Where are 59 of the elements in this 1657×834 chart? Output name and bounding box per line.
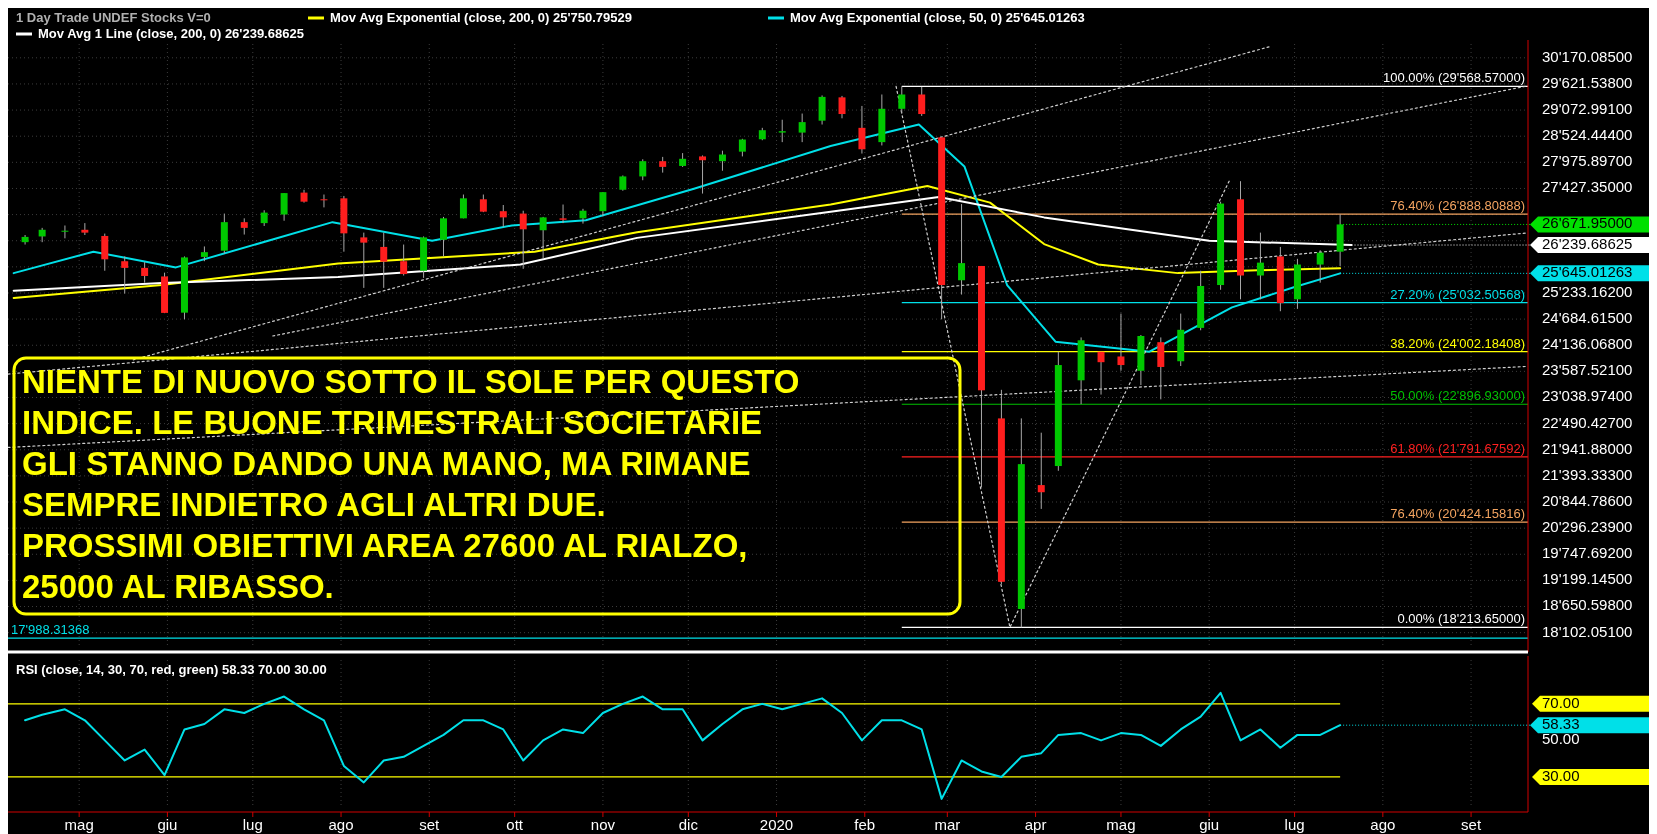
y-tick-label: 21'393.33300 xyxy=(1542,465,1633,483)
y-tick-label: 30.00 xyxy=(1542,766,1580,784)
ref-line-label: 50.00% (22'896.93000) xyxy=(1390,388,1525,404)
y-tick-label: 28'524.44400 xyxy=(1542,126,1633,144)
y-tick-label: 19'747.69200 xyxy=(1542,544,1633,562)
y-tick-label: 24'136.06800 xyxy=(1542,335,1633,353)
legend-label: Mov Avg 1 Line (close, 200, 0) 26'239.68625 xyxy=(38,26,304,41)
x-tick-label: ago xyxy=(1370,816,1396,833)
y-tick-label: 50.00 xyxy=(1542,730,1580,748)
x-tick-label: ago xyxy=(328,816,354,833)
x-tick-label: mag xyxy=(1106,816,1136,833)
x-tick-label: set xyxy=(419,816,441,833)
y-tick-label: 27'975.89700 xyxy=(1542,152,1633,170)
x-tick-label: nov xyxy=(590,816,616,833)
x-tick-label: set xyxy=(1461,816,1482,833)
x-tick-label: feb xyxy=(854,816,876,833)
y-tick-label: 22'490.42700 xyxy=(1542,413,1633,431)
x-tick-label: ott xyxy=(506,816,524,833)
y-tick-label: 29'072.99100 xyxy=(1542,100,1633,118)
annotation: 25'645.01263 xyxy=(1542,263,1633,281)
x-tick-label: dic xyxy=(678,816,699,833)
y-tick-label: 70.00 xyxy=(1542,693,1580,711)
y-tick-label: 18'650.59800 xyxy=(1542,596,1633,614)
x-tick-label: 2020 xyxy=(759,816,794,833)
ref-line-label: 76.40% (20'424.15816) xyxy=(1390,506,1525,522)
y-tick-label: 30'170.08500 xyxy=(1542,47,1633,65)
legend-label: Mov Avg Exponential (close, 200, 0) 25'750.79529 xyxy=(330,10,632,25)
legend-label: Mov Avg Exponential (close, 50, 0) 25'645.01263 xyxy=(790,10,1085,25)
x-tick-label: lug xyxy=(242,816,263,833)
ref-line-label: 0.00% (18'213.65000) xyxy=(1397,611,1525,627)
ref-line-label: 76.40% (26'888.80888) xyxy=(1390,198,1525,214)
x-tick-label: mag xyxy=(64,816,94,833)
y-tick-label: 18'102.05100 xyxy=(1542,622,1633,640)
ref-line-label: 38.20% (24'002.18408) xyxy=(1390,335,1525,351)
annotation: 26'671.95000 xyxy=(1542,214,1633,232)
y-tick-label: 25'233.16200 xyxy=(1542,282,1633,300)
x-tick-label: giu xyxy=(1199,816,1220,833)
ref-line-label: 17'988.31368 xyxy=(11,622,90,638)
annotation: 26'239.68625 xyxy=(1542,235,1633,252)
x-tick-label: mar xyxy=(934,816,961,833)
y-tick-label: 27'427.35000 xyxy=(1542,178,1633,196)
ref-line-label: 100.00% (29'568.57000) xyxy=(1383,70,1525,86)
x-tick-label: apr xyxy=(1024,816,1047,833)
annotation: NIENTE DI NUOVO SOTTO IL SOLE PER QUESTO INDICE. LE BUONE TRIMESTRALI SOCIETARIE GLI STANNO DANDO UNA MANO, MA RIMANE SEMPRE INDIETRO AGLI ALTRI DUE. PROSSIMI OBIETTIVI AREA 27600 AL RIALZO, 25000 AL RIBASSO. xyxy=(22,363,800,605)
chart-title: RSI (close, 14, 30, 70, red, green) 58.33 70.00 30.00 xyxy=(16,662,327,677)
x-tick-label: lug xyxy=(1284,816,1305,833)
y-tick-label: 24'684.61500 xyxy=(1542,309,1633,327)
y-tick-label: 23'038.97400 xyxy=(1542,387,1633,405)
y-tick-label: 20'844.78600 xyxy=(1542,491,1633,509)
y-tick-label: 21'941.88000 xyxy=(1542,439,1633,457)
y-tick-label: 29'621.53800 xyxy=(1542,73,1633,91)
y-tick-label: 23'587.52100 xyxy=(1542,361,1633,379)
y-tick-label: 20'296.23900 xyxy=(1542,518,1633,536)
chart-subtitle: 1 Day Trade UNDEF Stocks V=0 xyxy=(16,10,211,25)
ref-line-label: 61.80% (21'791.67592) xyxy=(1390,440,1525,456)
ref-line-label: 27.20% (25'032.50568) xyxy=(1390,286,1525,302)
annotation: 58.33 xyxy=(1542,715,1580,733)
x-tick-label: giu xyxy=(157,816,178,833)
y-tick-label: 19'199.14500 xyxy=(1542,570,1633,588)
